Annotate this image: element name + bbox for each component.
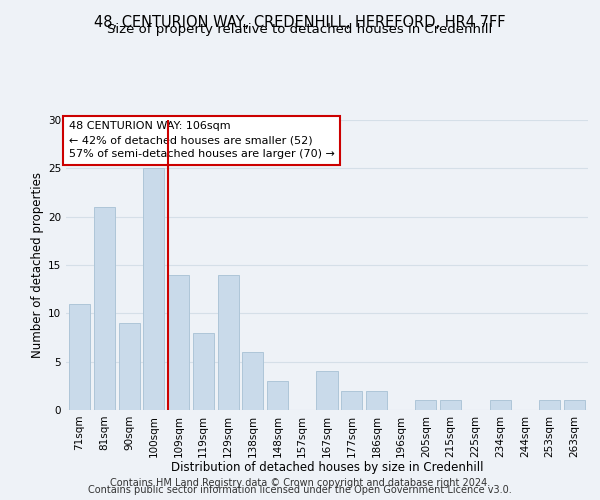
Bar	[341, 390, 362, 410]
Bar	[539, 400, 560, 410]
Bar	[366, 390, 387, 410]
Bar	[193, 332, 214, 410]
Bar	[316, 372, 338, 410]
X-axis label: Distribution of detached houses by size in Credenhill: Distribution of detached houses by size …	[171, 461, 483, 474]
Bar	[490, 400, 511, 410]
Text: 48, CENTURION WAY, CREDENHILL, HEREFORD, HR4 7FF: 48, CENTURION WAY, CREDENHILL, HEREFORD,…	[94, 15, 506, 30]
Bar	[69, 304, 90, 410]
Y-axis label: Number of detached properties: Number of detached properties	[31, 172, 44, 358]
Bar	[94, 207, 115, 410]
Text: 48 CENTURION WAY: 106sqm
← 42% of detached houses are smaller (52)
57% of semi-d: 48 CENTURION WAY: 106sqm ← 42% of detach…	[68, 122, 334, 160]
Text: Contains HM Land Registry data © Crown copyright and database right 2024.: Contains HM Land Registry data © Crown c…	[110, 478, 490, 488]
Bar	[218, 274, 239, 410]
Bar	[242, 352, 263, 410]
Bar	[564, 400, 585, 410]
Bar	[168, 274, 189, 410]
Bar	[119, 323, 140, 410]
Bar	[440, 400, 461, 410]
Text: Contains public sector information licensed under the Open Government Licence v3: Contains public sector information licen…	[88, 485, 512, 495]
Bar	[267, 381, 288, 410]
Bar	[415, 400, 436, 410]
Text: Size of property relative to detached houses in Credenhill: Size of property relative to detached ho…	[107, 22, 493, 36]
Bar	[143, 168, 164, 410]
